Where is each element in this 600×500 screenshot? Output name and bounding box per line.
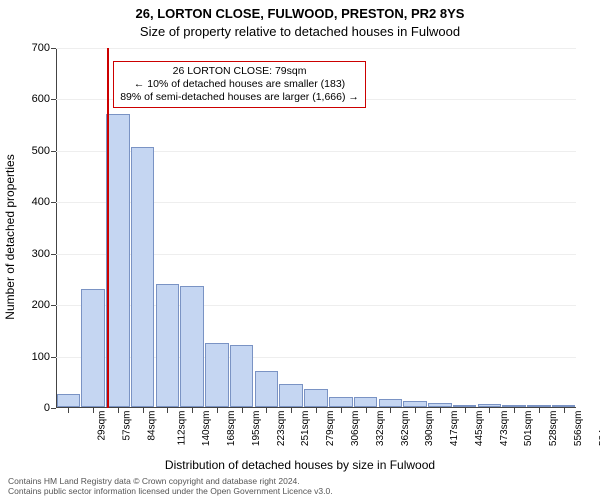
bar <box>329 397 353 407</box>
bar <box>230 345 254 407</box>
xtick-label: 417sqm <box>449 411 460 447</box>
marker-line <box>107 48 109 408</box>
xtick-label: 84sqm <box>146 411 157 441</box>
xtick-label: 195sqm <box>251 411 262 447</box>
ytick-mark <box>51 305 56 306</box>
bar <box>354 397 378 407</box>
xtick-mark <box>539 408 540 413</box>
xtick-mark <box>242 408 243 413</box>
xtick-label: 556sqm <box>573 411 584 447</box>
xtick-mark <box>489 408 490 413</box>
ytick-label: 600 <box>10 93 50 105</box>
bar <box>180 286 204 407</box>
xtick-mark <box>316 408 317 413</box>
bar <box>81 289 105 407</box>
footer-attribution: Contains HM Land Registry data © Crown c… <box>8 476 333 496</box>
xtick-mark <box>390 408 391 413</box>
xtick-label: 279sqm <box>325 411 336 447</box>
ytick-label: 500 <box>10 145 50 157</box>
footer-line1: Contains HM Land Registry data © Crown c… <box>8 476 333 486</box>
bar <box>255 371 279 407</box>
bar <box>502 405 526 407</box>
bar <box>205 343 229 407</box>
bar <box>403 401 427 407</box>
ytick-mark <box>51 202 56 203</box>
ytick-label: 0 <box>10 402 50 414</box>
ytick-label: 400 <box>10 196 50 208</box>
xtick-mark <box>118 408 119 413</box>
ytick-mark <box>51 357 56 358</box>
footer-line2: Contains public sector information licen… <box>8 486 333 496</box>
xtick-label: 445sqm <box>474 411 485 447</box>
xtick-label: 57sqm <box>122 411 133 441</box>
xtick-mark <box>217 408 218 413</box>
xtick-mark <box>366 408 367 413</box>
xtick-label: 501sqm <box>523 411 534 447</box>
ytick-label: 300 <box>10 248 50 260</box>
xtick-mark <box>341 408 342 413</box>
xtick-label: 168sqm <box>226 411 237 447</box>
xtick-label: 473sqm <box>499 411 510 447</box>
xtick-mark <box>266 408 267 413</box>
xtick-mark <box>291 408 292 413</box>
xtick-mark <box>415 408 416 413</box>
bar <box>156 284 180 407</box>
ytick-mark <box>51 408 56 409</box>
xtick-mark <box>192 408 193 413</box>
bar <box>527 405 551 407</box>
annotation-line2: ← 10% of detached houses are smaller (18… <box>120 78 359 91</box>
xtick-mark <box>440 408 441 413</box>
ytick-mark <box>51 99 56 100</box>
xtick-label: 528sqm <box>548 411 559 447</box>
plot-area: 010020030040050060070029sqm57sqm84sqm112… <box>56 48 576 408</box>
xtick-label: 332sqm <box>375 411 386 447</box>
xtick-label: 223sqm <box>276 411 287 447</box>
xtick-mark <box>514 408 515 413</box>
bar <box>131 147 155 407</box>
xtick-label: 29sqm <box>97 411 108 441</box>
xtick-mark <box>143 408 144 413</box>
xtick-label: 112sqm <box>176 411 187 446</box>
bar <box>552 405 576 407</box>
bar <box>304 389 328 407</box>
xtick-label: 251sqm <box>301 411 312 447</box>
bar <box>106 114 130 407</box>
ytick-mark <box>51 48 56 49</box>
xtick-label: 140sqm <box>202 411 213 447</box>
ytick-mark <box>51 254 56 255</box>
title-sub: Size of property relative to detached ho… <box>0 24 600 39</box>
gridline <box>56 48 576 49</box>
xtick-label: 306sqm <box>350 411 361 447</box>
xtick-mark <box>564 408 565 413</box>
bar <box>57 394 81 407</box>
xtick-mark <box>68 408 69 413</box>
x-axis-label: Distribution of detached houses by size … <box>0 458 600 472</box>
annotation-line1: 26 LORTON CLOSE: 79sqm <box>120 65 359 78</box>
ytick-label: 100 <box>10 351 50 363</box>
title-main: 26, LORTON CLOSE, FULWOOD, PRESTON, PR2 … <box>0 6 600 21</box>
annotation-box: 26 LORTON CLOSE: 79sqm← 10% of detached … <box>113 61 366 108</box>
xtick-mark <box>465 408 466 413</box>
bar <box>453 405 477 407</box>
chart-container: 26, LORTON CLOSE, FULWOOD, PRESTON, PR2 … <box>0 0 600 500</box>
ytick-mark <box>51 151 56 152</box>
xtick-mark <box>93 408 94 413</box>
xtick-mark <box>167 408 168 413</box>
annotation-line3: 89% of semi-detached houses are larger (… <box>120 91 359 104</box>
xtick-label: 390sqm <box>424 411 435 447</box>
bar <box>478 404 502 407</box>
bar <box>379 399 403 407</box>
xtick-label: 362sqm <box>400 411 411 447</box>
ytick-label: 700 <box>10 42 50 54</box>
bar <box>279 384 303 407</box>
bar <box>428 403 452 407</box>
ytick-label: 200 <box>10 299 50 311</box>
